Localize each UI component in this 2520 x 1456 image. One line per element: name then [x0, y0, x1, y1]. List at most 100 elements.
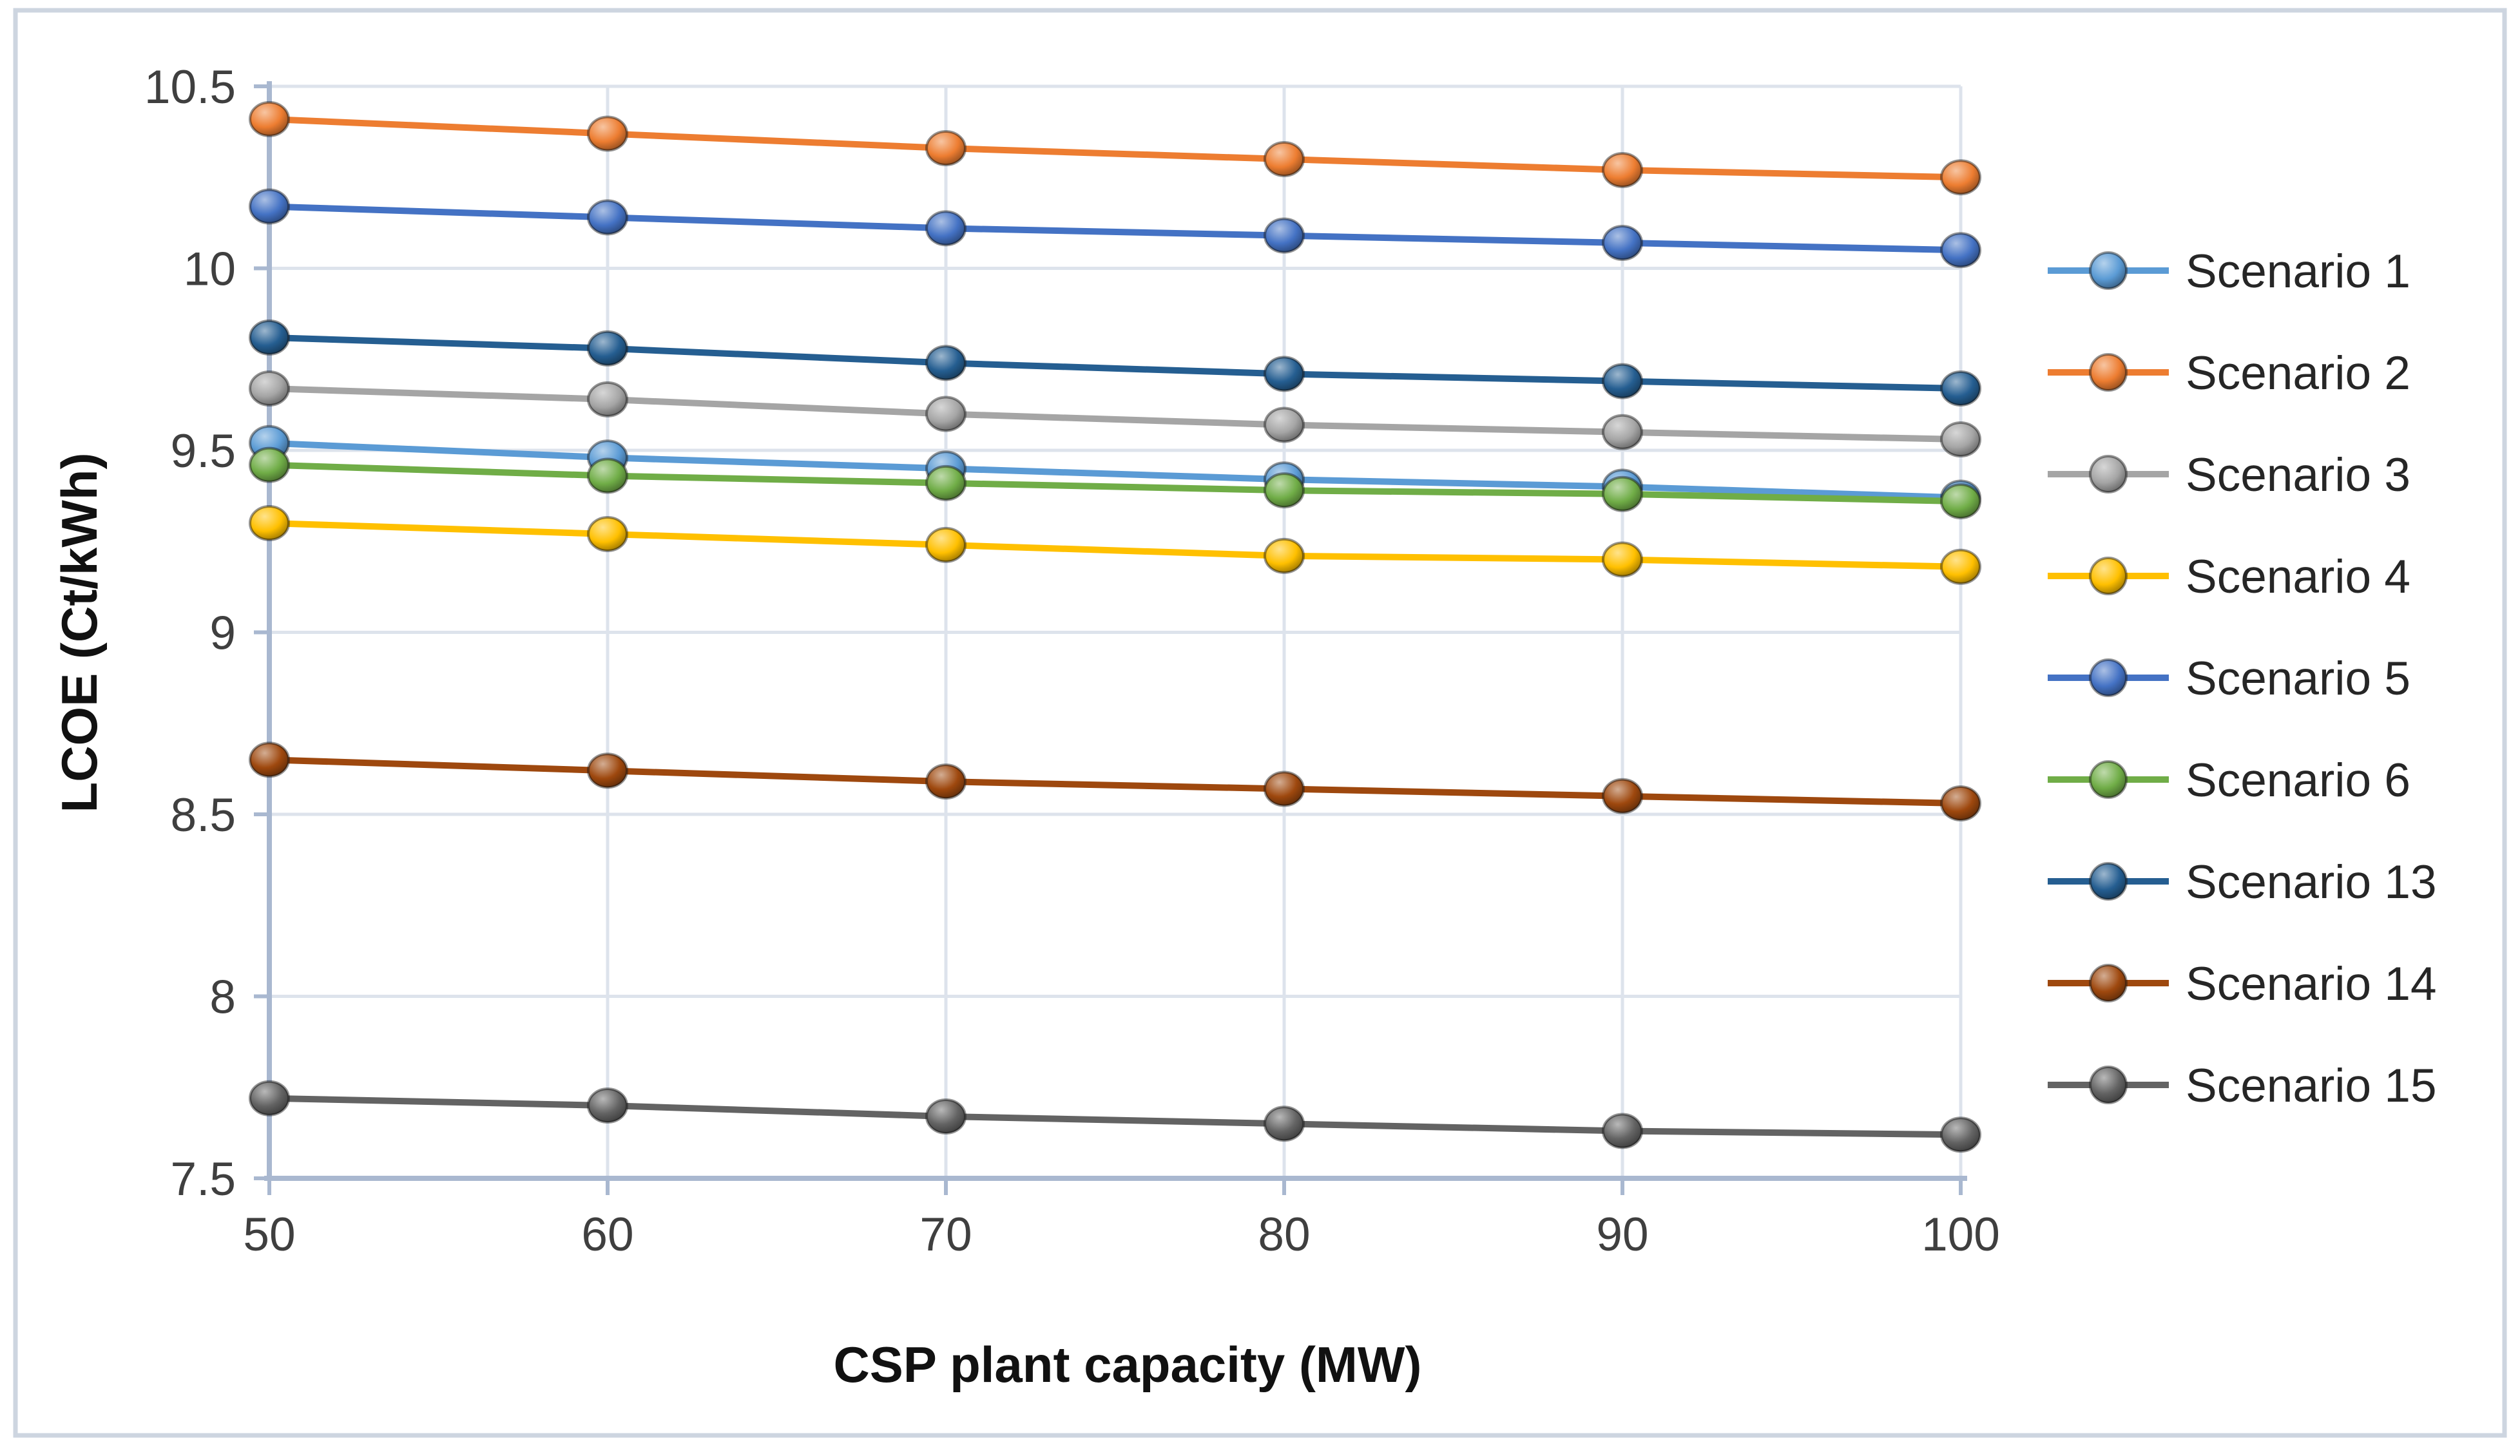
- series-line: [266, 439, 1964, 501]
- data-series: [249, 101, 1981, 1153]
- legend-label: Scenario 3: [2186, 449, 2410, 501]
- marker-70mw: [925, 1098, 967, 1135]
- marker-50mw: [249, 742, 290, 778]
- marker-70mw: [925, 465, 967, 501]
- marker-80mw: [1264, 141, 1305, 177]
- gridlines: [267, 84, 1963, 1178]
- marker-80mw: [1264, 1106, 1305, 1142]
- y-tick-label-8.5: 8.5: [171, 789, 236, 841]
- series-scenario-4: [249, 505, 1981, 585]
- tick-labels: 10.5 10 9.5 9 8.5 8 7.550 60 70 80 90 100: [144, 61, 2000, 1261]
- x-tick-label-90: 90: [1596, 1209, 1648, 1261]
- marker-100mw: [1940, 421, 1981, 458]
- marker-80mw: [1264, 356, 1305, 392]
- marker-70mw: [925, 345, 967, 381]
- marker-90mw: [1602, 363, 1643, 399]
- marker-100mw: [1940, 483, 1981, 520]
- series-scenario-15: [249, 1080, 1981, 1153]
- legend-marker-icon: [2089, 862, 2128, 901]
- marker-70mw: [925, 210, 967, 247]
- marker-60mw: [587, 515, 628, 552]
- x-tick-label-70: 70: [919, 1209, 972, 1261]
- legend: Scenario 1 Scenario 2 Scenario 3 Scenario 4…: [2048, 245, 2437, 1112]
- series-scenario-2: [249, 101, 1981, 196]
- legend-item-scenario-6: Scenario 6: [2048, 754, 2410, 807]
- marker-50mw: [249, 505, 290, 541]
- y-tick-label-10: 10: [184, 244, 236, 296]
- marker-50mw: [249, 101, 290, 137]
- legend-item-scenario-14: Scenario 14: [2048, 958, 2437, 1010]
- marker-60mw: [587, 330, 628, 367]
- legend-item-scenario-13: Scenario 13: [2048, 856, 2437, 908]
- marker-100mw: [1940, 159, 1981, 196]
- marker-80mw: [1264, 407, 1305, 443]
- legend-label: Scenario 14: [2186, 958, 2437, 1010]
- marker-100mw: [1940, 785, 1981, 822]
- marker-90mw: [1602, 541, 1643, 578]
- marker-70mw: [925, 396, 967, 432]
- y-tick-label-7.5: 7.5: [171, 1153, 236, 1205]
- y-tick-label-8: 8: [209, 972, 236, 1024]
- legend-item-scenario-5: Scenario 5: [2048, 653, 2410, 705]
- legend-marker-icon: [2089, 557, 2128, 595]
- legend-label: Scenario 1: [2186, 245, 2410, 298]
- marker-70mw: [925, 130, 967, 167]
- x-axis-title: CSP plant capacity (MW): [833, 1336, 1421, 1393]
- marker-80mw: [1264, 537, 1305, 574]
- y-tick-label-9.5: 9.5: [171, 425, 236, 477]
- series-scenario-5: [249, 188, 1981, 269]
- marker-50mw: [249, 319, 290, 356]
- legend-marker-icon: [2089, 455, 2128, 493]
- marker-60mw: [587, 1087, 628, 1124]
- series-line: [266, 385, 1964, 443]
- series-scenario-14: [249, 742, 1981, 822]
- legend-label: Scenario 13: [2186, 856, 2437, 908]
- marker-90mw: [1602, 414, 1643, 450]
- series-line: [266, 520, 1964, 570]
- y-tick-label-10.5: 10.5: [144, 61, 236, 113]
- marker-60mw: [587, 752, 628, 789]
- chart-outer-border: [13, 8, 2507, 1438]
- series-line: [266, 334, 1964, 392]
- marker-100mw: [1940, 370, 1981, 407]
- marker-50mw: [249, 446, 290, 483]
- marker-60mw: [587, 381, 628, 417]
- legend-item-scenario-1: Scenario 1: [2048, 245, 2410, 298]
- legend-label: Scenario 15: [2186, 1060, 2437, 1112]
- marker-90mw: [1602, 224, 1643, 261]
- y-tick-label-9: 9: [209, 608, 236, 660]
- marker-90mw: [1602, 1113, 1643, 1149]
- marker-60mw: [587, 199, 628, 236]
- legend-item-scenario-4: Scenario 4: [2048, 551, 2410, 603]
- marker-60mw: [587, 457, 628, 494]
- legend-item-scenario-3: Scenario 3: [2048, 449, 2410, 501]
- marker-60mw: [587, 115, 628, 152]
- series-scenario-13: [249, 319, 1981, 407]
- marker-100mw: [1940, 232, 1981, 269]
- series-line: [266, 756, 1964, 807]
- series-line: [266, 1095, 1964, 1138]
- marker-50mw: [249, 1080, 290, 1116]
- legend-item-scenario-2: Scenario 2: [2048, 347, 2410, 399]
- legend-item-scenario-15: Scenario 15: [2048, 1060, 2437, 1112]
- series-scenario-3: [249, 370, 1981, 458]
- legend-label: Scenario 2: [2186, 347, 2410, 399]
- marker-70mw: [925, 526, 967, 563]
- legend-marker-icon: [2089, 251, 2128, 290]
- marker-90mw: [1602, 475, 1643, 512]
- x-tick-label-80: 80: [1258, 1209, 1310, 1261]
- legend-label: Scenario 4: [2186, 551, 2410, 603]
- x-tick-label-50: 50: [243, 1209, 295, 1261]
- marker-90mw: [1602, 778, 1643, 814]
- marker-70mw: [925, 763, 967, 800]
- legend-marker-icon: [2089, 1066, 2128, 1104]
- x-tick-label-60: 60: [581, 1209, 633, 1261]
- marker-50mw: [249, 188, 290, 225]
- marker-80mw: [1264, 217, 1305, 254]
- marker-80mw: [1264, 472, 1305, 509]
- series-line: [266, 203, 1964, 254]
- marker-80mw: [1264, 771, 1305, 807]
- marker-90mw: [1602, 151, 1643, 188]
